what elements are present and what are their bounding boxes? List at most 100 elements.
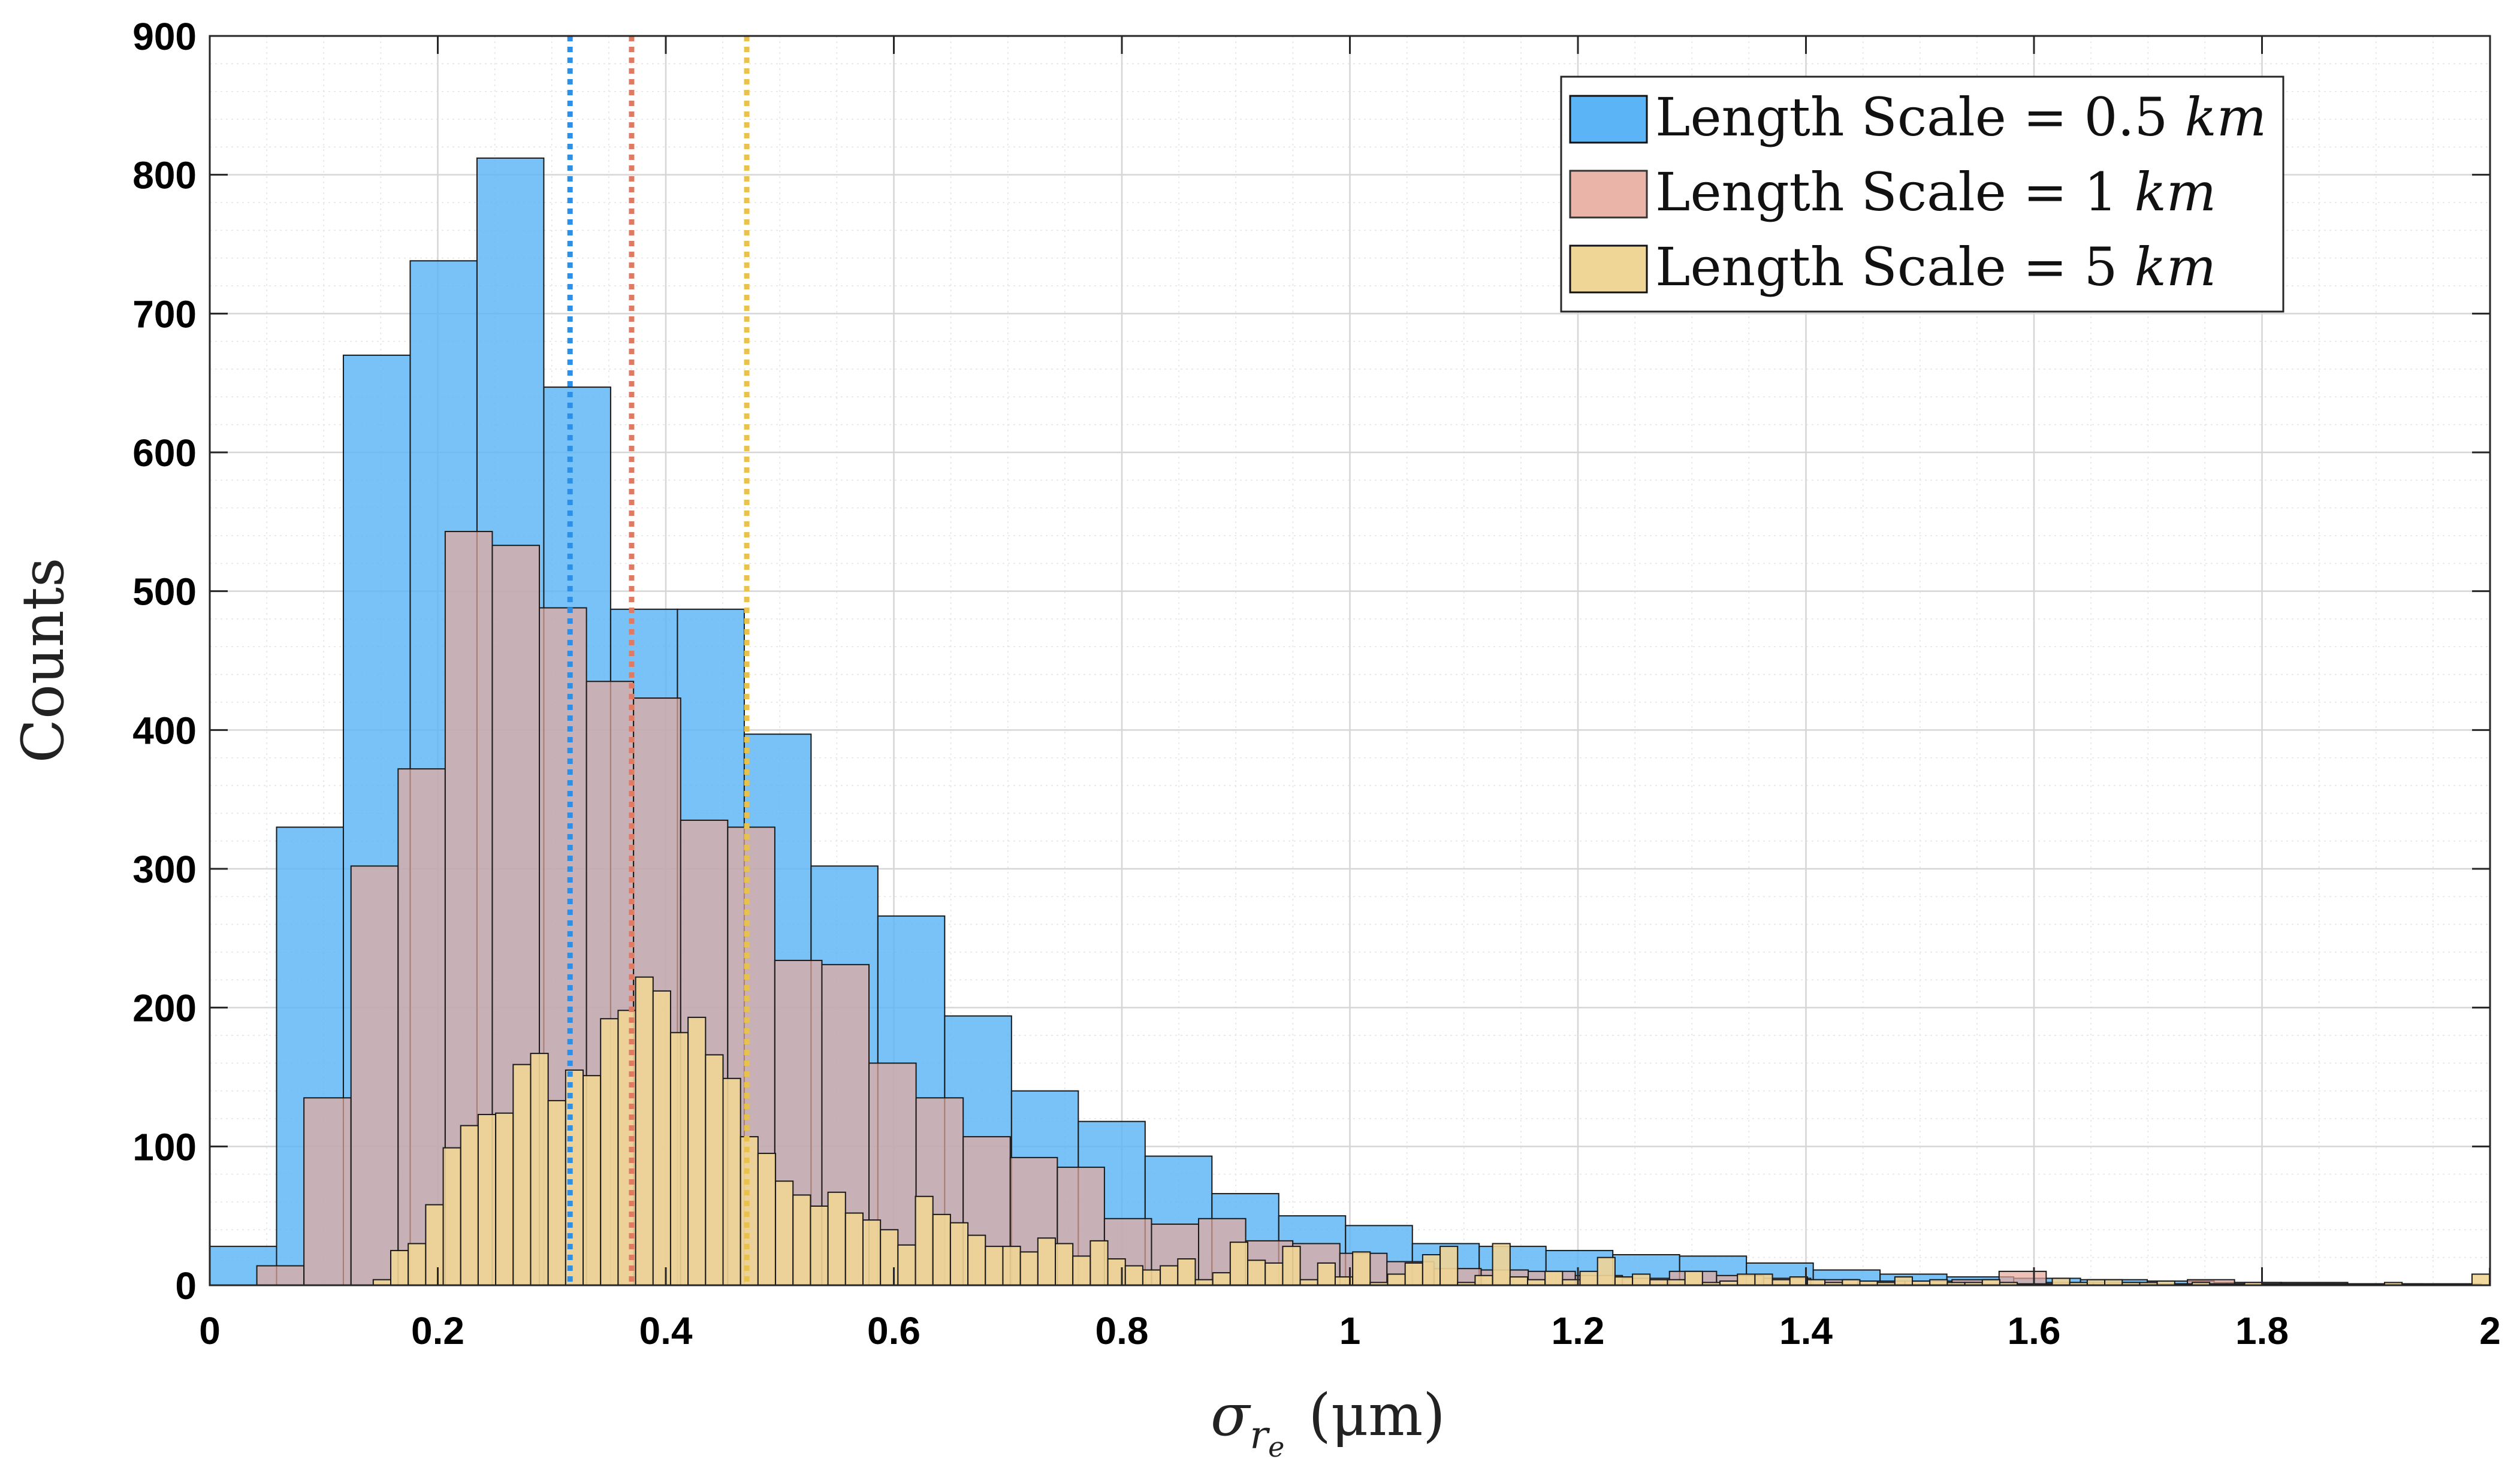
series-2-bar: [1160, 1265, 1179, 1286]
series-2-bar: [1387, 1273, 1406, 1286]
series-2-bar: [1404, 1262, 1423, 1286]
series-2-bar: [1177, 1258, 1196, 1286]
series-2-bar: [1737, 1273, 1756, 1286]
series-2-bar: [408, 1243, 427, 1286]
x-tick-label: 1: [1339, 1309, 1361, 1352]
major-grid: [209, 35, 2491, 1286]
series-2-bar: [512, 1064, 532, 1286]
series-2-bar: [880, 1229, 899, 1286]
y-tick-label: 0: [175, 1264, 197, 1307]
series-2-bar: [1632, 1273, 1651, 1286]
series-2-bar: [1264, 1262, 1284, 1286]
series-2-bar: [1509, 1276, 1528, 1286]
y-tick-label: 700: [132, 292, 197, 336]
mean-lines: [567, 36, 750, 1285]
svg-text:σre(μm): σre (μm): [1211, 1382, 1445, 1463]
series-2-bar: [949, 1222, 969, 1286]
series-2-bar: [1789, 1276, 1808, 1286]
series-2-bar: [652, 990, 671, 1286]
series-2-bar: [583, 1075, 602, 1286]
series-2-bar: [792, 1194, 811, 1286]
x-axis-label-subscript: r: [1250, 1413, 1270, 1458]
series-2-bar: [495, 1112, 514, 1286]
series-2-bar: [827, 1191, 846, 1286]
series-2-bar: [967, 1234, 986, 1286]
y-tick-label: 200: [132, 987, 197, 1030]
legend-swatch-2: [1569, 244, 1648, 294]
series-2-bar: [669, 1032, 689, 1286]
series-2-bar: [1090, 1240, 1109, 1286]
series-2-bar: [460, 1125, 479, 1286]
legend-entry-2: Length Scale = 5 km: [1655, 236, 2216, 298]
series-2-bar: [442, 1147, 461, 1286]
series-1-bar: [397, 768, 446, 1286]
y-tick-label: 500: [132, 570, 197, 614]
series-2-bar: [1019, 1251, 1039, 1286]
series-2-bar: [1474, 1274, 1493, 1286]
y-tick-label: 300: [132, 848, 197, 891]
series-2-bar: [1317, 1262, 1336, 1286]
legend-swatch-0: [1569, 95, 1648, 144]
series-2-bar: [1614, 1276, 1634, 1286]
series-2-bar: [600, 1018, 619, 1286]
x-tick-label: 2: [2479, 1309, 2501, 1352]
series-1-bar: [350, 865, 399, 1286]
series-2-bar: [390, 1250, 409, 1286]
series-2-bar: [1492, 1243, 1511, 1286]
x-axis-ticks: 0 0.2 0.4 0.6 0.8 1 1.2 1.4 1.6 1.8 2: [199, 36, 2501, 1352]
series-2-bar: [897, 1244, 916, 1286]
series-2-bar: [1596, 1256, 1616, 1286]
x-tick-label: 0: [199, 1309, 221, 1352]
series-2-bar: [810, 1205, 829, 1286]
x-tick-label: 0.6: [867, 1309, 921, 1352]
series-2-bar: [1124, 1265, 1143, 1286]
series-2-bar: [1894, 1276, 1914, 1286]
series-2-bar: [1055, 1243, 1074, 1286]
legend-entry-0: Length Scale = 0.5 km: [1655, 86, 2267, 148]
series-2-bar: [1754, 1273, 1773, 1286]
legend-box: [1560, 75, 2284, 313]
series-2-bar: [635, 976, 654, 1286]
series-2-bar: [705, 1054, 724, 1286]
series-2-bar: [477, 1114, 497, 1286]
series-2-bar: [1142, 1269, 1161, 1286]
legend-swatch-1: [1569, 170, 1648, 219]
y-axis-label: Counts: [10, 558, 77, 763]
x-tick-label: 1.2: [1552, 1309, 1605, 1352]
series-2-bar: [1002, 1246, 1021, 1286]
series-2-bar: [547, 1099, 566, 1286]
series-2-bar: [530, 1053, 549, 1286]
series-2-bar: [915, 1195, 934, 1286]
x-tick-label: 1.4: [1779, 1309, 1833, 1352]
legend: Length Scale = 0.5 km Length Scale = 1 k…: [1560, 75, 2284, 313]
y-tick-label: 900: [132, 15, 197, 58]
y-tick-label: 100: [132, 1125, 197, 1168]
x-axis-label-symbol: σ: [1211, 1382, 1251, 1449]
x-tick-label: 0.2: [411, 1309, 464, 1352]
x-tick-label: 0.8: [1095, 1309, 1149, 1352]
series-2-bar: [687, 1016, 707, 1286]
series-2-bar: [1422, 1254, 1441, 1286]
series-2-bar: [740, 1136, 759, 1286]
series-2-bar: [722, 1077, 741, 1286]
series-2-bar: [844, 1212, 864, 1286]
series-2-bar: [2051, 1277, 2071, 1286]
y-axis-ticks: 0 100 200 300 400 500 600 700 800 900: [132, 15, 2490, 1307]
x-tick-label: 1.8: [2235, 1309, 2289, 1352]
series-2-bar: [1212, 1272, 1231, 1286]
x-axis-label-unit: (μm): [1308, 1382, 1445, 1449]
series-2-bar: [1282, 1246, 1301, 1286]
x-tick-label: 1.6: [2008, 1309, 2061, 1352]
series-2-bar: [1037, 1237, 1057, 1286]
series-2-bar: [757, 1152, 777, 1286]
series-2-bar: [565, 1069, 584, 1286]
series-2-bar: [985, 1246, 1004, 1286]
x-axis-label: σre (μm): [1211, 1382, 1445, 1463]
y-tick-label: 800: [132, 154, 197, 197]
series-2-bar: [1352, 1251, 1371, 1286]
y-tick-label: 400: [132, 709, 197, 752]
series-2-bar: [1229, 1242, 1249, 1286]
series-2-bar: [1439, 1246, 1459, 1286]
series-1-bar: [256, 1265, 305, 1286]
